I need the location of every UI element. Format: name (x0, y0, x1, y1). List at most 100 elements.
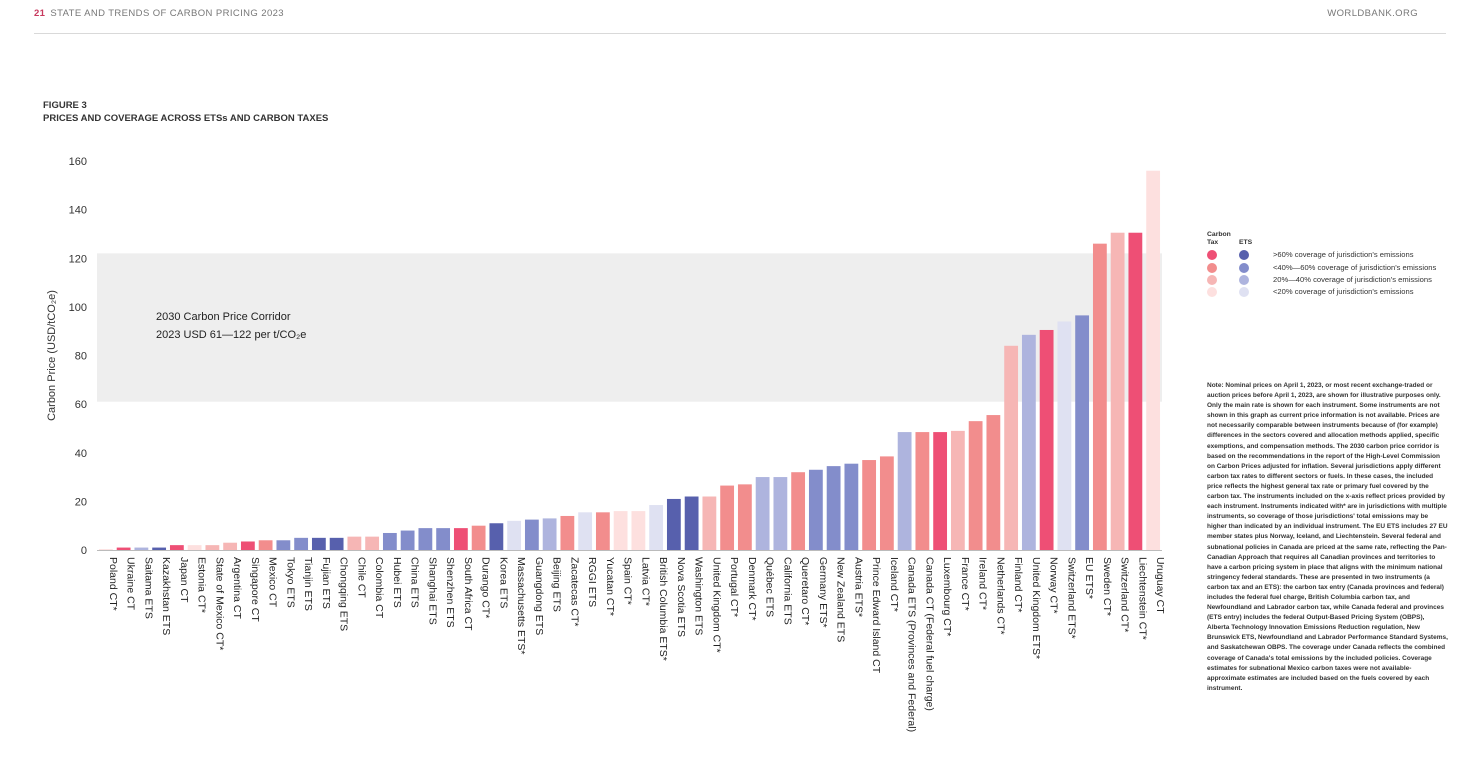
x-tick-label: Japan CT (178, 557, 190, 603)
bar (223, 542, 238, 550)
x-tick-label: Chongqing ETS (338, 557, 350, 631)
x-tick-label: Beijing ETS (551, 557, 563, 612)
bar (631, 511, 646, 550)
bar (436, 528, 451, 550)
corridor-label-line1: 2030 Carbon Price Corridor (156, 311, 291, 323)
x-tick-label: Denmark CT* (746, 557, 758, 621)
x-tick-label: Germany ETS* (817, 557, 829, 628)
bar (808, 469, 823, 550)
x-tick-label: Colombia CT (373, 557, 385, 619)
bar (169, 545, 184, 550)
x-tick-label: China ETS (409, 557, 421, 608)
bar (897, 432, 912, 550)
bar (1021, 334, 1036, 550)
x-tick-label: Yucatan CT* (604, 557, 616, 616)
legend-swatch-tax-min (1207, 287, 1217, 297)
bar (879, 456, 894, 550)
x-tick-label: Fujian ETS (320, 557, 332, 609)
bar (933, 432, 948, 550)
legend-swatch-tax-high (1207, 250, 1217, 260)
y-axis-title: Carbon Price (USD/tCO₂e) (46, 290, 58, 421)
x-tick-label: British Columbia ETS* (657, 557, 669, 661)
bar (240, 541, 255, 550)
x-tick-label: Hubei ETS (391, 557, 403, 608)
bar (702, 496, 717, 550)
bar (382, 532, 397, 550)
chart-note: Note: Nominal prices on April 1, 2023, o… (1207, 382, 1448, 692)
bar (507, 520, 522, 550)
y-tick-label: 140 (69, 205, 87, 217)
y-tick-label: 20 (75, 496, 87, 508)
bar (116, 547, 131, 550)
x-tick-label: Argentina CT (231, 557, 243, 619)
x-tick-label: Saitama ETS (142, 557, 154, 619)
legend-label-low: 20%—40% coverage of jurisdiction's emiss… (1273, 275, 1432, 284)
x-tick-label: Spain CT* (622, 557, 634, 605)
x-tick-label: Switzerland CT* (1119, 557, 1131, 632)
x-tick-label: California ETS (781, 557, 793, 625)
bar (915, 432, 930, 550)
bar (311, 537, 326, 550)
y-tick-label: 100 (69, 302, 87, 314)
bar (152, 547, 167, 550)
x-tick-label: Guangdong ETS (533, 557, 545, 635)
x-tick-label: Shenzhen ETS (444, 557, 456, 628)
bar (1110, 232, 1125, 551)
bar (950, 430, 965, 550)
bar (791, 472, 806, 550)
legend-swatch-tax-mid (1207, 263, 1217, 273)
bar (986, 415, 1001, 550)
x-tick-label: South Africa CT (462, 557, 474, 631)
site-link[interactable]: WORLDBANK.ORG (1327, 8, 1418, 19)
bar (1004, 345, 1019, 550)
bar (453, 528, 468, 550)
figure-label: FIGURE 3 (43, 100, 87, 111)
header-divider (34, 33, 1446, 34)
bar (1128, 232, 1143, 551)
bar (329, 537, 344, 550)
legend-label-min: <20% coverage of jurisdiction's emission… (1273, 287, 1414, 296)
bar (489, 523, 504, 550)
x-tick-label: New Zealand ETS (835, 557, 847, 642)
bar (400, 530, 415, 550)
x-tick-label: Zacatecas CT* (568, 557, 580, 626)
x-tick-label: EU ETS* (1083, 557, 1095, 599)
bar (1039, 329, 1054, 550)
x-tick-label: Norway CT* (1048, 557, 1060, 614)
x-tick-label: Ireland CT* (977, 557, 989, 610)
x-tick-label: Prince Edward Island CT (870, 557, 882, 674)
bar (294, 537, 309, 550)
bar (471, 525, 486, 550)
bar (578, 512, 593, 550)
x-tick-label: Mexico CT (267, 557, 279, 608)
bar (418, 528, 433, 550)
y-tick-label: 60 (75, 399, 87, 411)
x-tick-label: Canada CT (Federal fuel charge) (923, 557, 935, 711)
legend-header-ets: ETS (1239, 238, 1253, 246)
bar (755, 477, 770, 550)
y-tick-label: 160 (69, 156, 87, 168)
report-title: STATE AND TRENDS OF CARBON PRICING 2023 (50, 8, 284, 19)
x-tick-label: United Kingdom CT* (710, 557, 722, 653)
legend-swatch-ets-low (1239, 275, 1249, 285)
x-tick-label: Tokyo ETS (284, 557, 296, 608)
bar (613, 511, 628, 550)
x-tick-label: Tianjin ETS (302, 557, 314, 611)
x-tick-label: Korea ETS (497, 557, 509, 608)
page-number: 21 (34, 8, 46, 19)
bar (134, 547, 149, 550)
bar (649, 505, 664, 550)
bar (862, 460, 877, 550)
bar (1146, 170, 1161, 550)
bar (773, 477, 788, 550)
figure-title: PRICES AND COVERAGE ACROSS ETSs AND CARB… (43, 113, 329, 124)
x-tick-label: Chile CT (355, 557, 367, 598)
bar (205, 545, 220, 550)
bar (258, 540, 273, 550)
y-tick-label: 0 (81, 545, 87, 557)
y-tick-label: 120 (69, 253, 87, 265)
bar (684, 496, 699, 550)
x-tick-label: Estonia CT* (196, 557, 208, 613)
x-tick-label: State of Mexico CT* (213, 557, 225, 650)
legend-label-mid: <40%—60% coverage of jurisdiction's emis… (1273, 263, 1437, 272)
